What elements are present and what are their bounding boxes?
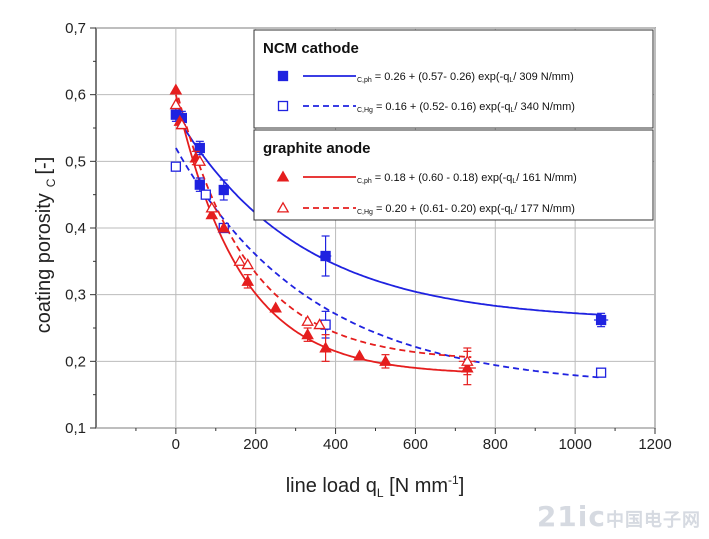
data-point bbox=[169, 83, 183, 95]
y-axis-title-sub: C bbox=[44, 178, 58, 187]
legend-eq-text2: / 161 N/mm) bbox=[516, 172, 577, 184]
data-point bbox=[301, 314, 314, 326]
data-point bbox=[319, 341, 332, 353]
data-point bbox=[301, 328, 314, 340]
y-axis-title-main: coating porosity bbox=[33, 193, 55, 333]
data-point bbox=[169, 98, 183, 110]
x-tick-label: 1000 bbox=[558, 436, 591, 453]
x-tick-label: 0 bbox=[172, 436, 180, 453]
y-tick-label: 0,5 bbox=[65, 153, 86, 170]
data-point bbox=[170, 161, 182, 172]
legend-eq-sub2: L bbox=[510, 209, 514, 216]
y-tick-label: 0,2 bbox=[65, 353, 86, 370]
x-tick-label: 400 bbox=[323, 436, 348, 453]
data-point bbox=[461, 354, 474, 366]
y-axis-title-unit: [-] bbox=[33, 157, 55, 175]
legend-equation: C,Hg = 0.20 + (0.61- 0.20) exp(-qL/ 177 N… bbox=[357, 203, 575, 216]
legend-eq-sub2: L bbox=[509, 77, 513, 84]
data-point bbox=[193, 154, 207, 166]
legend-eq-sub: C,Hg bbox=[357, 209, 373, 216]
x-axis-title: line load qL [N mm-1] bbox=[286, 473, 465, 500]
legend-equation: C,Hg = 0.16 + (0.52- 0.16) exp(-qL/ 340 N… bbox=[357, 101, 575, 114]
y-axis-title: coating porosity C [-] bbox=[33, 157, 58, 334]
x-axis-title-unit: [N mm bbox=[384, 475, 448, 497]
legend-marker bbox=[277, 100, 289, 112]
legend-title-graphite: graphite anode bbox=[263, 140, 371, 157]
legend-eq-text: = 0.26 + (0.57- 0.26) exp(-q bbox=[375, 71, 510, 83]
data-point bbox=[595, 314, 607, 326]
data-point bbox=[205, 208, 219, 220]
fit-curve-3 bbox=[175, 94, 464, 373]
data-point bbox=[595, 367, 607, 378]
x-axis-title-sub: L bbox=[377, 486, 384, 500]
legend-rows: C,ph = 0.26 + (0.57- 0.26) exp(-qL/ 309 N… bbox=[276, 70, 577, 216]
data-point bbox=[269, 301, 282, 313]
legend-eq-text: = 0.18 + (0.60 - 0.18) exp(-q bbox=[375, 172, 513, 184]
legend-marker bbox=[277, 70, 289, 82]
legend-eq-text2: / 309 N/mm) bbox=[513, 71, 574, 83]
data-point bbox=[194, 142, 205, 154]
legend-eq-sub: C,Hg bbox=[357, 107, 373, 114]
x-axis-title-main: line load q bbox=[286, 475, 377, 497]
x-axis-title-end: ] bbox=[459, 475, 465, 497]
legend-eq-text: = 0.20 + (0.61- 0.20) exp(-q bbox=[376, 203, 511, 215]
y-tick-label: 0,7 bbox=[65, 20, 86, 37]
x-tick-label: 800 bbox=[483, 436, 508, 453]
x-axis-title-sup: -1 bbox=[448, 473, 459, 487]
legend-box-ncm bbox=[253, 29, 654, 129]
legend-eq-text2: / 177 N/mm) bbox=[514, 203, 575, 215]
fit-curve-1 bbox=[175, 114, 602, 316]
legend: NCM cathode graphite anode C,ph = 0.26 + … bbox=[253, 29, 654, 221]
data-point bbox=[194, 179, 205, 190]
axis-ticks: 0 200 400 600 800 1000 1200 0,1 0,2 0,3 0,4 0,5 0,6 0… bbox=[65, 20, 672, 453]
legend-eq-sub: C,ph bbox=[357, 178, 372, 185]
data-point bbox=[175, 118, 189, 130]
data-point bbox=[320, 250, 331, 262]
legend-eq-sub: C,ph bbox=[357, 77, 372, 84]
legend-marker bbox=[276, 170, 290, 182]
legend-marker bbox=[276, 201, 290, 213]
watermark-logo: 21ic中国电子网 bbox=[536, 500, 701, 533]
legend-eq-sub2: L bbox=[512, 178, 516, 185]
y-tick-label: 0,3 bbox=[65, 287, 86, 304]
x-tick-label: 200 bbox=[243, 436, 268, 453]
legend-equation: C,ph = 0.26 + (0.57- 0.26) exp(-qL/ 309 N… bbox=[357, 71, 574, 84]
data-point bbox=[205, 201, 219, 213]
y-tick-label: 0,4 bbox=[65, 220, 86, 237]
y-tick-label: 0,1 bbox=[65, 420, 86, 437]
fit-curve-2 bbox=[175, 147, 602, 379]
x-tick-label: 1200 bbox=[638, 436, 671, 453]
data-point bbox=[200, 189, 211, 200]
legend-box-graphite bbox=[253, 129, 654, 221]
data-point bbox=[313, 318, 326, 330]
data-point bbox=[353, 349, 366, 361]
x-tick-label: 600 bbox=[403, 436, 428, 453]
data-point bbox=[241, 258, 255, 270]
legend-title-ncm: NCM cathode bbox=[263, 40, 359, 57]
legend-eq-text: = 0.16 + (0.52- 0.16) exp(-q bbox=[376, 101, 511, 113]
data-point bbox=[218, 184, 229, 196]
data-points bbox=[169, 83, 609, 386]
data-point bbox=[379, 354, 392, 366]
legend-equation: C,ph = 0.18 + (0.60 - 0.18) exp(-qL/ 161 … bbox=[357, 172, 577, 185]
data-point bbox=[241, 274, 255, 286]
data-point bbox=[233, 254, 247, 266]
y-tick-label: 0,6 bbox=[65, 87, 86, 104]
legend-eq-text2: / 340 N/mm) bbox=[514, 101, 575, 113]
legend-eq-sub2: L bbox=[510, 107, 514, 114]
data-point bbox=[217, 221, 231, 233]
